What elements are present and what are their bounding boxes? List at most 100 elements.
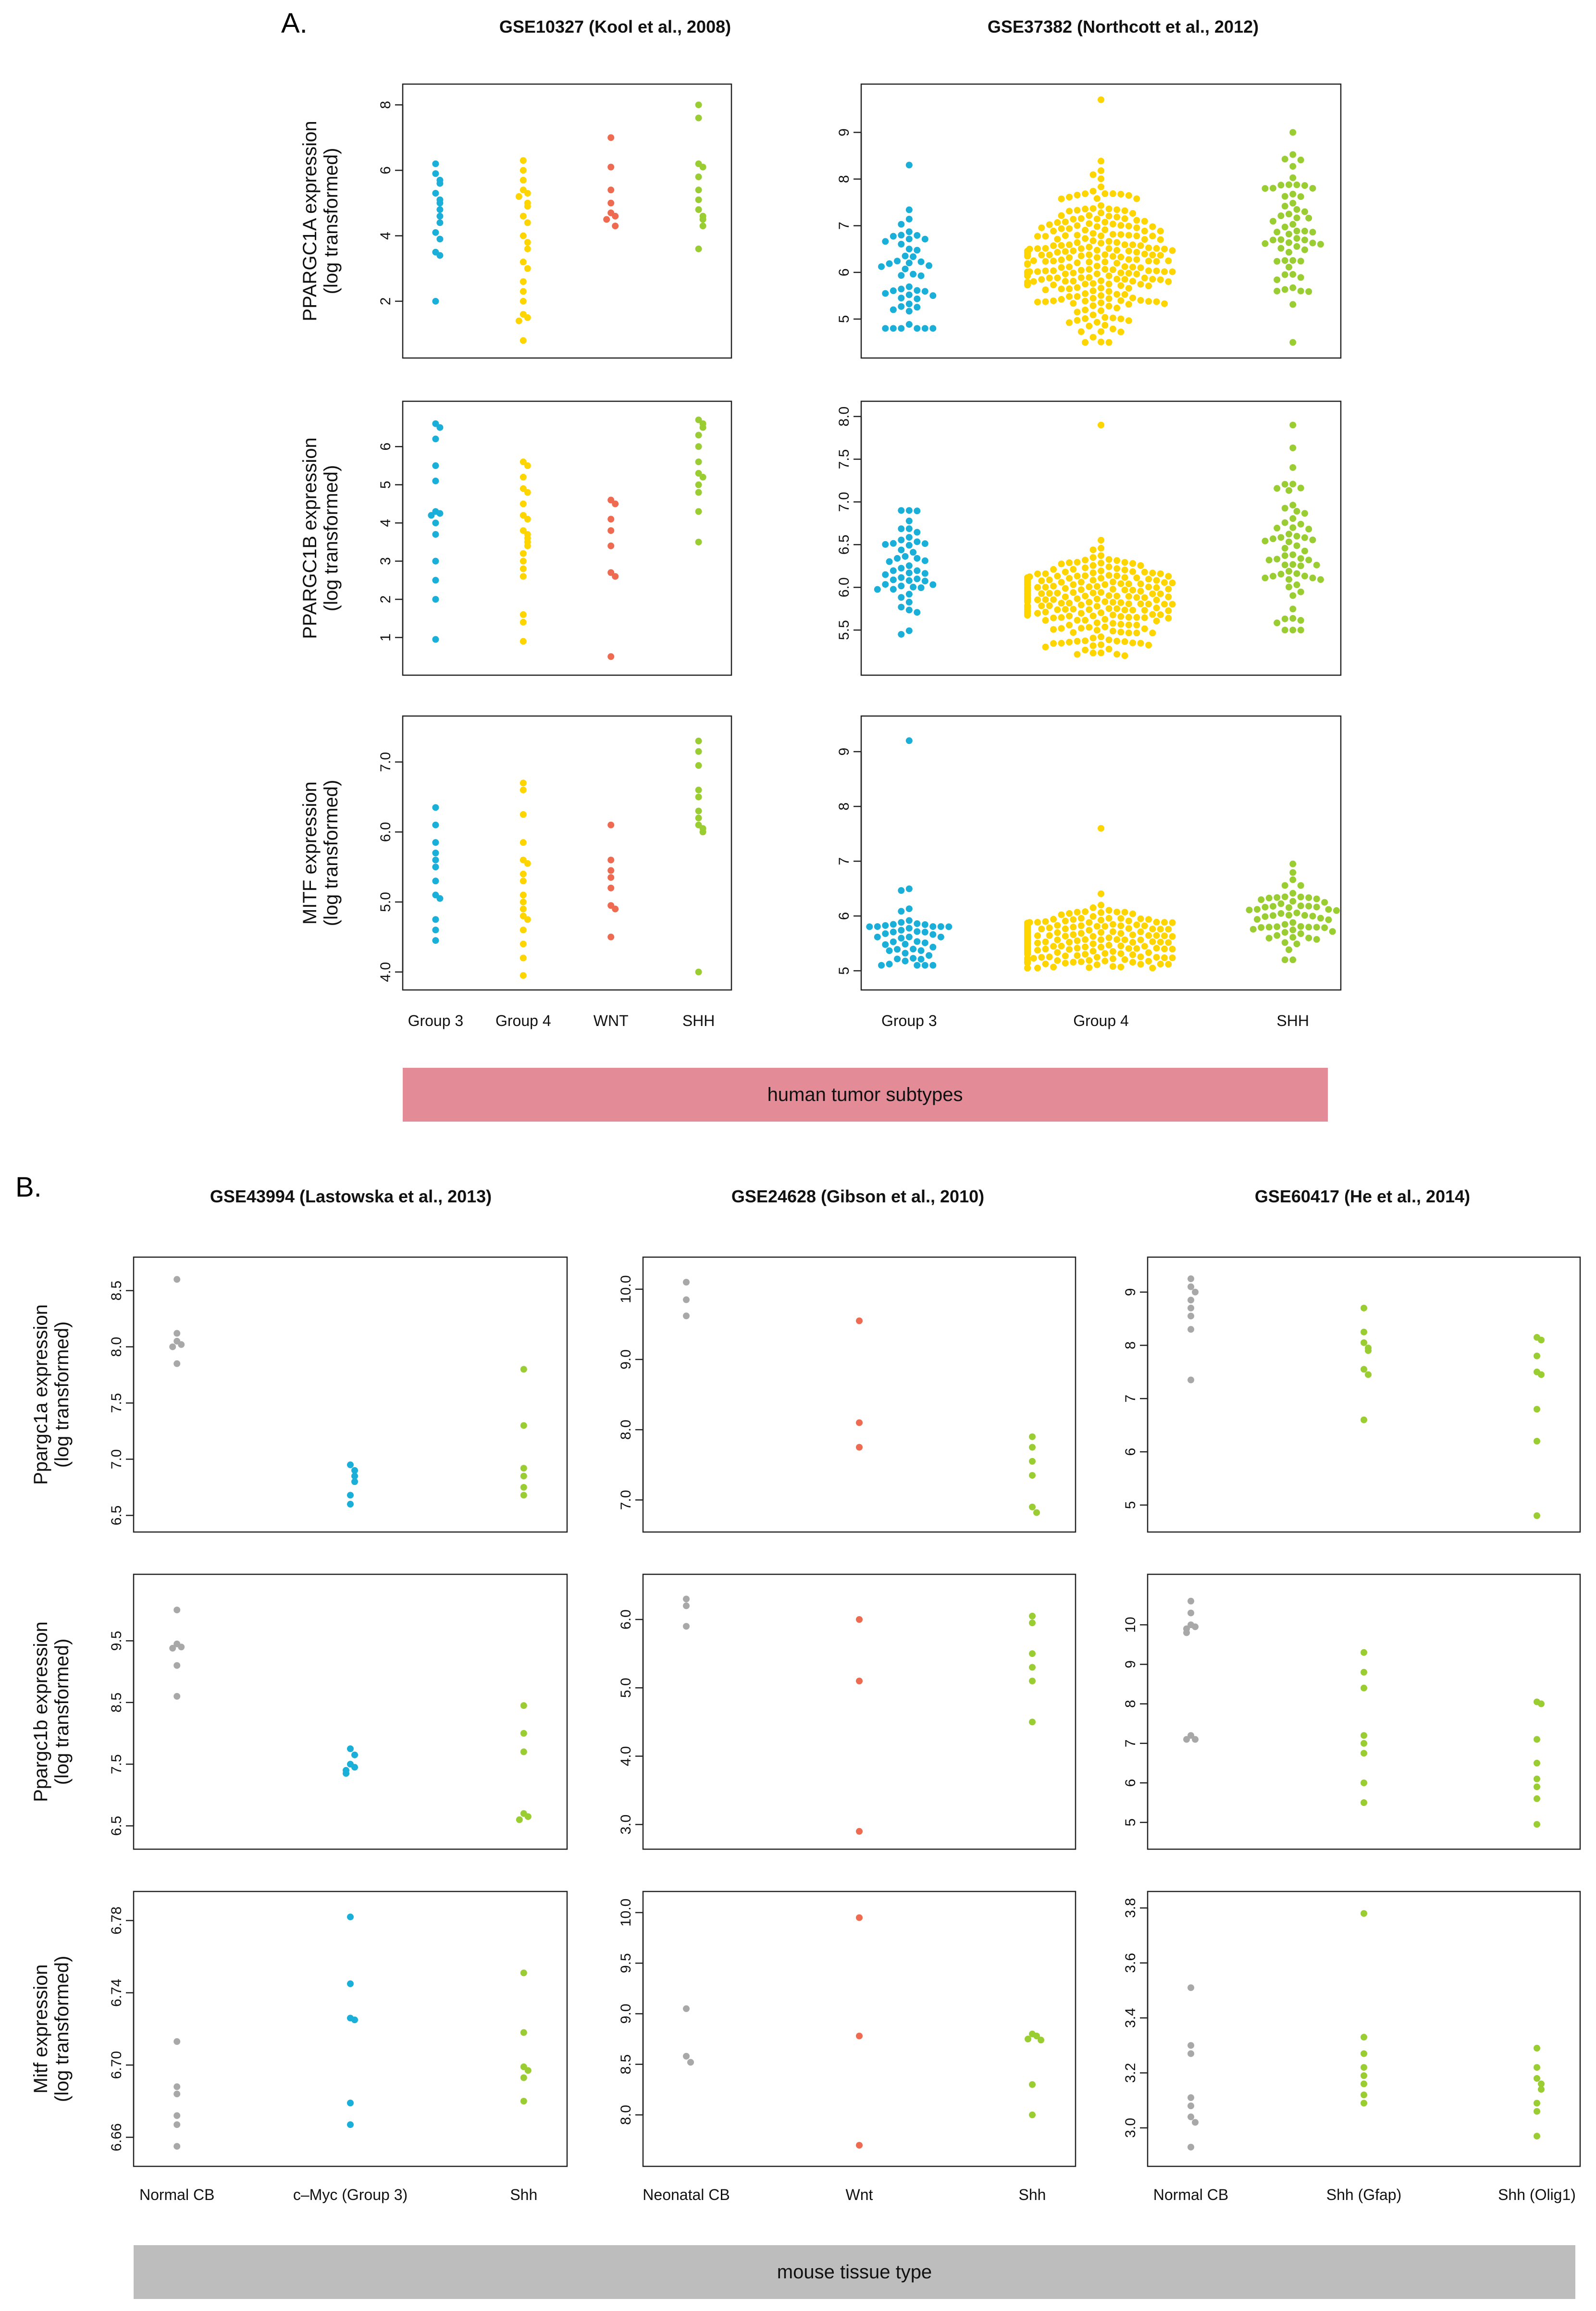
data-point (890, 586, 897, 593)
y-tick-label: 9.5 (109, 1631, 124, 1651)
data-point (1098, 421, 1104, 429)
data-point (1024, 937, 1031, 944)
x-tick-label: Shh (1019, 2186, 1046, 2203)
data-point (882, 325, 889, 332)
y-tick-label: 7.5 (109, 1393, 124, 1413)
data-point (1361, 1366, 1367, 1373)
y-tick-label: 6.70 (109, 2051, 124, 2079)
data-point (1165, 593, 1172, 601)
data-point (1105, 907, 1113, 914)
data-point (1281, 544, 1288, 552)
data-point (1042, 570, 1049, 577)
data-point (1033, 1509, 1040, 1516)
data-point (432, 864, 439, 871)
data-point (1098, 175, 1104, 183)
data-point (1109, 231, 1116, 238)
data-point (607, 569, 615, 576)
data-point (1289, 464, 1297, 471)
data-point (1153, 584, 1160, 591)
data-point (1133, 256, 1140, 263)
data-point (1034, 596, 1041, 604)
data-point (890, 567, 897, 574)
data-point (1281, 203, 1288, 210)
data-point (1113, 213, 1120, 221)
data-point (607, 821, 615, 828)
data-point (1269, 902, 1276, 910)
data-point (607, 856, 615, 864)
data-point (1281, 939, 1288, 946)
data-point (1074, 239, 1081, 246)
data-point (520, 2098, 527, 2105)
data-point (882, 581, 889, 588)
data-point (1293, 235, 1300, 242)
data-point (1289, 890, 1297, 897)
data-point (520, 940, 527, 948)
data-point (1024, 947, 1031, 954)
data-point (173, 2083, 181, 2090)
panel-b21: 6.5 7.5 8.5 9.5 Ppargc1b expression (log tran… (30, 1573, 568, 1850)
data-point (1289, 627, 1297, 634)
data-point (524, 239, 531, 246)
data-point (1089, 205, 1097, 212)
data-point (1062, 932, 1069, 939)
data-point (1109, 628, 1116, 635)
data-point (1082, 593, 1089, 600)
y-axis-title: PPARGC1B expression (299, 437, 321, 639)
data-point (1105, 295, 1113, 302)
data-point (432, 839, 439, 846)
data-point (1042, 258, 1049, 265)
data-point (520, 288, 527, 295)
data-point (1121, 215, 1128, 222)
y-tick-label: 9.0 (618, 1349, 634, 1370)
data-point (1317, 915, 1324, 922)
data-point (1305, 288, 1312, 295)
data-point (1169, 268, 1176, 275)
data-point (905, 206, 913, 213)
data-point (1192, 1288, 1199, 1296)
data-point (1062, 952, 1069, 960)
panel-a32: 5 6 7 8 9 Group 3 Group 4 SHH (836, 715, 1342, 1029)
data-point (1109, 620, 1116, 627)
y-tick-label: 1 (378, 633, 394, 642)
x-tick-label: WNT (594, 1012, 629, 1029)
data-point (695, 807, 702, 815)
data-point (1258, 924, 1265, 931)
y-tick-label: 8.5 (109, 1281, 124, 1301)
data-point (1066, 254, 1073, 261)
data-point (914, 295, 921, 302)
data-point (1030, 278, 1037, 285)
data-point (1062, 232, 1069, 239)
data-point (1058, 911, 1065, 918)
data-point (1297, 882, 1304, 889)
data-point (1149, 569, 1156, 577)
data-point (1058, 264, 1065, 271)
y-tick-label: 6.5 (836, 534, 852, 555)
data-point (898, 525, 905, 532)
y-tick-label: 6.74 (109, 1979, 124, 2007)
data-point (169, 1343, 176, 1350)
data-point (1534, 1821, 1540, 1828)
data-point (1054, 572, 1061, 580)
data-point (1137, 297, 1144, 304)
data-point (607, 653, 615, 660)
data-point (520, 877, 527, 885)
data-point (1074, 651, 1081, 658)
data-point (1157, 236, 1164, 243)
data-point (1074, 595, 1081, 602)
data-point (695, 470, 702, 477)
data-point (1029, 1433, 1036, 1440)
data-point (1188, 1304, 1194, 1311)
data-point (1133, 217, 1140, 224)
data-point (898, 325, 905, 332)
data-point (890, 928, 897, 936)
y-tick-label: 5 (1123, 1818, 1138, 1827)
y-tick-label: 7.0 (109, 1449, 124, 1470)
data-point (1089, 904, 1097, 911)
data-point (173, 1607, 181, 1614)
data-point (1089, 642, 1097, 649)
data-point (898, 507, 905, 514)
data-point (1054, 606, 1061, 613)
panel-frame (1147, 1573, 1581, 1850)
data-point (905, 577, 913, 584)
data-point (1293, 542, 1300, 549)
